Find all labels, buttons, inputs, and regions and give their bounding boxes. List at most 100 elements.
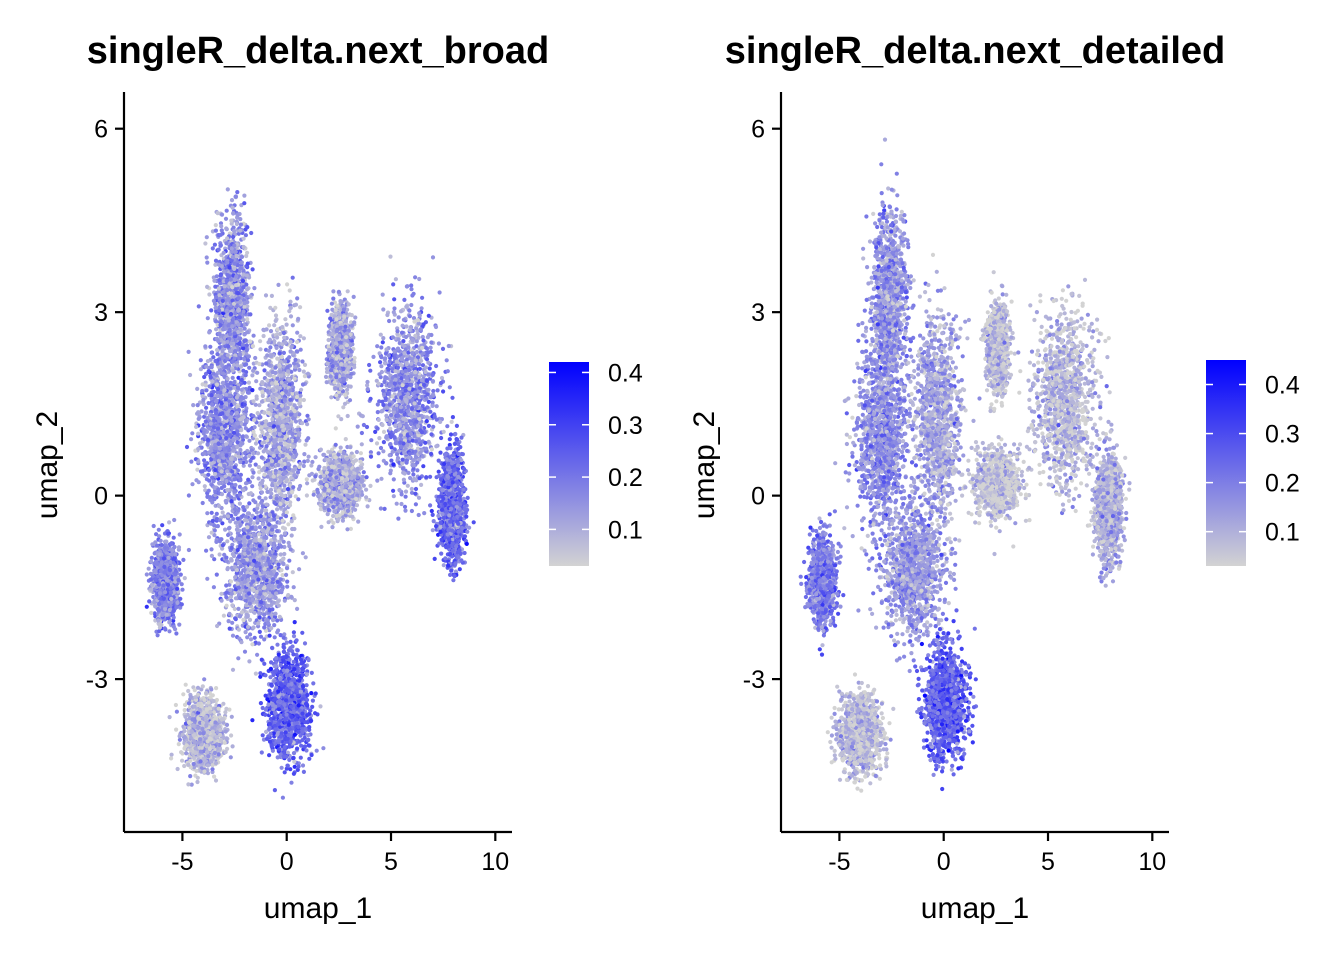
- scatter-point: [236, 296, 240, 300]
- scatter-point: [167, 620, 171, 624]
- scatter-point: [298, 484, 302, 488]
- scatter-point: [242, 488, 246, 492]
- scatter-point: [285, 323, 289, 327]
- scatter-point: [208, 384, 212, 388]
- scatter-point: [150, 542, 154, 546]
- scatter-point: [152, 524, 156, 528]
- scatter-point: [219, 319, 223, 323]
- scatter-point: [233, 465, 237, 469]
- scatter-point: [227, 297, 231, 301]
- scatter-point: [244, 426, 248, 430]
- scatter-point: [302, 398, 306, 402]
- scatter-point: [221, 543, 225, 547]
- scatter-point: [236, 582, 240, 586]
- scatter-point: [226, 353, 230, 357]
- scatter-point: [306, 372, 310, 376]
- scatter-point: [211, 246, 215, 250]
- scatter-point: [260, 390, 264, 394]
- scatter-point: [180, 588, 184, 592]
- scatter-point: [283, 442, 287, 446]
- scatter-point: [245, 519, 249, 523]
- scatter-point: [233, 349, 237, 353]
- scatter-point: [246, 478, 250, 482]
- scatter-point: [203, 484, 207, 488]
- scatter-point: [243, 456, 247, 460]
- scatter-point: [207, 535, 211, 539]
- scatter-point: [277, 363, 281, 367]
- scatter-point: [242, 245, 246, 249]
- scatter-point: [274, 596, 278, 600]
- scatter-point: [241, 396, 245, 400]
- scatter-point: [227, 612, 231, 616]
- scatter-point: [241, 285, 245, 289]
- scatter-point: [250, 514, 254, 518]
- scatter-point: [259, 501, 263, 505]
- scatter-point: [253, 611, 257, 615]
- scatter-point: [188, 373, 192, 377]
- scatter-point: [246, 511, 250, 515]
- scatter-point: [239, 223, 243, 227]
- scatter-point: [275, 335, 279, 339]
- scatter-point: [217, 504, 221, 508]
- scatter-point: [231, 255, 235, 259]
- scatter-point: [229, 579, 233, 583]
- scatter-point: [209, 308, 213, 312]
- scatter-point: [236, 291, 240, 295]
- scatter-point: [289, 595, 293, 599]
- scatter-point: [250, 388, 254, 392]
- scatter-point: [208, 495, 212, 499]
- scatter-point: [268, 422, 272, 426]
- scatter-point: [272, 474, 276, 478]
- scatter-point: [270, 417, 274, 421]
- scatter-point: [281, 557, 285, 561]
- scatter-point: [267, 522, 271, 526]
- scatter-point: [283, 317, 287, 321]
- scatter-point: [240, 441, 244, 445]
- scatter-point: [202, 452, 206, 456]
- scatter-point: [244, 419, 248, 423]
- chart-title: singleR_delta.next_broad: [87, 30, 549, 72]
- scatter-point: [238, 353, 242, 357]
- scatter-point: [196, 432, 200, 436]
- scatter-point: [254, 403, 258, 407]
- scatter-point: [212, 279, 216, 283]
- scatter-point: [264, 496, 268, 500]
- scatter-point: [243, 327, 247, 331]
- scatter-point: [242, 310, 246, 314]
- scatter-point: [248, 601, 252, 605]
- scatter-point: [252, 334, 256, 338]
- scatter-point: [237, 561, 241, 565]
- scatter-point: [258, 415, 262, 419]
- scatter-point: [204, 388, 208, 392]
- scatter-point: [225, 604, 229, 608]
- scatter-point: [238, 478, 242, 482]
- scatter-point: [225, 279, 229, 283]
- scatter-point: [238, 502, 242, 506]
- scatter-point: [234, 617, 238, 621]
- scatter-point: [267, 349, 271, 353]
- scatter-point: [270, 483, 274, 487]
- scatter-point: [245, 635, 249, 639]
- scatter-point: [253, 500, 257, 504]
- scatter-point: [283, 359, 287, 363]
- scatter-point: [272, 432, 276, 436]
- scatter-point: [224, 583, 228, 587]
- scatter-point: [232, 401, 236, 405]
- scatter-point: [287, 544, 291, 548]
- scatter-point: [224, 241, 228, 245]
- scatter-point: [269, 565, 273, 569]
- scatter-points: [145, 187, 476, 800]
- scatter-point: [307, 455, 311, 459]
- scatter-point: [252, 533, 256, 537]
- scatter-point: [281, 499, 285, 503]
- scatter-point: [283, 599, 287, 603]
- scatter-point: [297, 431, 301, 435]
- scatter-point: [231, 211, 235, 215]
- scatter-point: [210, 414, 214, 418]
- scatter-point: [272, 623, 276, 627]
- scatter-point: [251, 574, 255, 578]
- scatter-point: [238, 315, 242, 319]
- scatter-point: [291, 445, 295, 449]
- scatter-point: [213, 490, 217, 494]
